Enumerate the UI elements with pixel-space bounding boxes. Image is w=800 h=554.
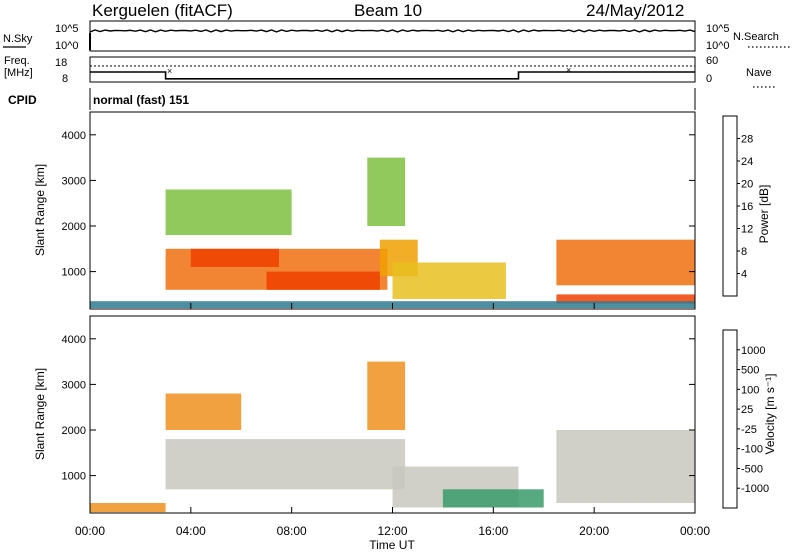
- noise-right-label: N.Search: [733, 31, 779, 43]
- colorbar-tick-label-1: 24: [741, 156, 753, 168]
- scatter-region-4: [556, 430, 695, 503]
- freq-marker-2: ×: [566, 65, 571, 75]
- scatter-region-5: [90, 503, 166, 513]
- y-tick-label-2: 3000: [62, 175, 86, 187]
- freq-label-line2: [MHz]: [4, 67, 33, 79]
- power-y-ticks: 1000 2000 3000 4000: [62, 130, 695, 279]
- velocity-ylabel: Slant Range [km]: [33, 368, 47, 460]
- velocity-y-ticks: 1000 2000 3000 4000: [62, 334, 695, 483]
- colorbar-tick-label-4: -25: [741, 424, 757, 436]
- colorbar-tick-label-1: 500: [741, 365, 759, 377]
- beam-title: Beam 10: [354, 1, 422, 20]
- y-tick-label-3: 4000: [62, 334, 86, 346]
- y-tick-label-2: 3000: [62, 379, 86, 391]
- noise-right-tick-top: 10^5: [706, 23, 730, 35]
- y-tick-label-0: 1000: [62, 471, 86, 483]
- noise-panel-frame: [89, 20, 696, 52]
- freq-line: [90, 71, 695, 80]
- nave-label: Nave: [746, 67, 772, 79]
- colorbar-tick-label-6: 4: [741, 269, 747, 281]
- colorbar-tick-label-0: 1000: [741, 345, 765, 357]
- scatter-region-5: [367, 157, 406, 226]
- power-colorbar-label: Power [dB]: [757, 185, 771, 244]
- nave-tick-top: 60: [706, 55, 718, 67]
- x-axis-title: Time UT: [369, 538, 415, 552]
- x-tick-label-2: 08:00: [277, 524, 307, 538]
- scatter-region-0: [165, 439, 406, 490]
- noise-left-label: N.Sky: [3, 33, 33, 45]
- colorbar-tick-label-3: 25: [741, 404, 753, 416]
- x-tick-label-5: 20:00: [579, 524, 609, 538]
- colorbar-tick-label-2: 100: [741, 384, 759, 396]
- date-title: 24/May/2012: [586, 1, 684, 20]
- x-tick-label-0: 00:00: [75, 524, 105, 538]
- noise-sky-line: [89, 29, 696, 33]
- scatter-region-6: [442, 489, 544, 508]
- x-axis-ticks: 00:00 04:00 08:00 12:00 16:00 20:00 00:00: [75, 303, 710, 538]
- y-tick-label-0: 1000: [62, 267, 86, 279]
- freq-tick-bottom: 8: [62, 73, 68, 85]
- y-tick-label-3: 4000: [62, 130, 86, 142]
- scatter-region-7: [556, 239, 695, 286]
- power-heatmap: [90, 157, 695, 308]
- noise-right-tick-bottom: 10^0: [706, 40, 730, 52]
- scatter-region-6: [392, 262, 506, 299]
- scatter-region-2: [367, 361, 406, 430]
- velocity-colorbar-label: Velocity [m s⁻¹]: [763, 373, 777, 454]
- station-title: Kerguelen (fitACF): [92, 1, 233, 20]
- x-tick-label-4: 16:00: [478, 524, 508, 538]
- cpid-text: normal (fast) 151: [93, 93, 189, 107]
- colorbar-frame: [722, 115, 738, 297]
- cpid-label: CPID: [8, 93, 37, 107]
- scatter-region-2: [190, 248, 279, 267]
- x-tick-label-3: 12:00: [377, 524, 407, 538]
- colorbar-tick-label-4: 12: [741, 224, 753, 236]
- freq-panel-frame: [89, 56, 696, 83]
- colorbar-tick-label-2: 20: [741, 179, 753, 191]
- scatter-region-8: [556, 294, 695, 304]
- power-ylabel: Slant Range [km]: [33, 164, 47, 256]
- colorbar-tick-label-7: -1000: [741, 483, 769, 495]
- colorbar-frame: [722, 329, 738, 509]
- x-tick-label-1: 04:00: [176, 524, 206, 538]
- x-tick-label-6: 00:00: [680, 524, 710, 538]
- freq-tick-top: 18: [55, 57, 67, 69]
- power-colorbar: 28 24 20 16 12 8 4: [722, 115, 753, 297]
- scatter-region-3: [266, 271, 380, 290]
- colorbar-tick-label-3: 16: [741, 201, 753, 213]
- y-tick-label-1: 2000: [62, 221, 86, 233]
- velocity-heatmap: [90, 361, 695, 513]
- noise-tick-bottom: 10^0: [55, 40, 79, 52]
- velocity-colorbar: 1000 500 100 25 -25 -100 -500 -1000: [722, 329, 769, 509]
- freq-label-line1: Freq.: [4, 55, 30, 67]
- freq-marker-1: ×: [167, 66, 172, 76]
- noise-tick-top: 10^5: [55, 23, 79, 35]
- scatter-region-1: [165, 189, 292, 236]
- nave-tick-bottom: 0: [706, 73, 712, 85]
- colorbar-tick-label-6: -500: [741, 463, 763, 475]
- y-tick-label-1: 2000: [62, 425, 86, 437]
- colorbar-tick-label-5: -100: [741, 444, 763, 456]
- colorbar-tick-label-0: 28: [741, 134, 753, 146]
- scatter-region-1: [165, 393, 242, 430]
- colorbar-tick-label-5: 8: [741, 246, 747, 258]
